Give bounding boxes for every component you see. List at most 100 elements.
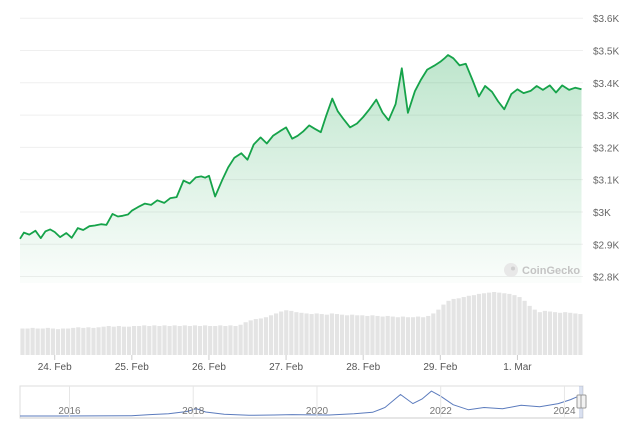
navigator-tick-label: 2020 [306,406,329,417]
volume-bar [106,326,111,355]
volume-bar [492,292,497,355]
volume-bar [502,293,507,355]
navigator-tick-label: 2024 [553,406,576,417]
volume-bar [192,325,198,355]
volume-bar [294,312,299,355]
price-line [19,54,582,240]
price-area [19,54,582,283]
y-tick-label: $2.9K [593,240,619,251]
volume-bar [578,314,583,355]
volume-bar [187,326,192,355]
volume-bar [137,326,142,355]
volume-bar [116,326,121,355]
navigator-tick-label: 2016 [58,406,81,417]
x-tick-label: 28. Feb [346,362,380,373]
coingecko-logo-icon [504,263,518,277]
y-tick-label: $3.1K [593,176,619,187]
volume-bar [558,312,563,355]
volume-bar [355,315,360,355]
volume-bar [573,313,578,355]
x-tick-label: 25. Feb [115,362,149,373]
volume-bar [172,325,177,355]
volume-bar [547,311,553,355]
y-tick-label: $3.2K [593,143,619,154]
volume-bar [45,327,50,355]
volume-bar [101,326,106,355]
volume-bar [35,328,40,355]
volume-bar [233,326,238,355]
volume-bar [385,315,390,355]
navigator-tick-label: 2022 [430,406,453,417]
volume-bar [71,327,76,355]
range-navigator[interactable]: 2016 2018 2020 2022 2024 [19,385,587,419]
y-axis: $2.8K $2.9K $3K $3.1K $3.2K $3.3K $3.4K $3.5K $3… [593,14,619,283]
volume-bar [142,325,147,355]
volume-bar [370,315,375,355]
volume-bar [532,309,537,355]
volume-bar [466,295,471,355]
navigator-handle[interactable] [580,394,587,409]
volume-bar [131,326,137,355]
volume-bar [238,324,243,355]
volume-bar [426,315,431,355]
volume-bar [324,314,329,355]
volume-bar [345,315,350,355]
volume-bar [60,328,66,355]
volume-bar [299,312,304,355]
volume-bar [456,298,461,355]
volume-bar [339,314,345,355]
y-tick-label: $3.3K [593,111,619,122]
volume-bar [563,312,568,355]
volume-bar [30,327,35,355]
volume-bar [512,295,517,355]
volume-bar [152,325,157,355]
volume-bar [390,316,395,355]
x-tick-label: 29. Feb [423,362,457,373]
volume-bar [213,326,218,355]
volume-bar [319,314,324,355]
navigator-tick-label: 2018 [182,406,205,417]
volume-bar [81,327,86,355]
volume-bar [350,314,355,355]
volume-bar [476,293,482,355]
volume-bar [208,326,213,355]
volume-bar [223,326,228,355]
volume-bar [253,319,258,355]
volume-bar [284,310,289,355]
volume-bar [360,315,365,355]
navigator-frame [19,385,584,419]
volume-bar [471,295,476,355]
volume-bar [202,325,208,355]
volume-bar [289,310,294,355]
volume-bar [20,328,25,355]
volume-bar [542,310,547,355]
volume-bar [162,325,167,355]
volume-bar [258,318,263,355]
volume-bars [20,292,583,355]
volume-bar [96,327,101,355]
volume-bar [126,326,132,355]
volume-bar [76,327,81,355]
volume-bar [497,292,502,355]
volume-bar [121,326,127,355]
volume-bar [40,328,45,355]
volume-bar [25,328,30,355]
volume-bar [167,326,172,355]
volume-bar [481,293,487,355]
volume-bar [182,325,187,355]
volume-bar [461,297,466,355]
volume-bar [243,322,248,355]
x-axis: 24. Feb 25. Feb 26. Feb 27. Feb 28. Feb 29. F… [38,355,532,373]
volume-bar [279,311,284,355]
x-tick-label: 1. Mar [503,362,532,373]
volume-bar [507,293,512,355]
watermark: CoinGecko [504,263,580,277]
x-tick-label: 24. Feb [38,362,72,373]
y-tick-label: $2.8K [593,273,619,284]
volume-bar [436,309,441,355]
volume-bar [91,327,96,355]
volume-bar [268,315,274,355]
volume-bar [421,317,426,355]
y-tick-label: $3.6K [593,14,619,25]
